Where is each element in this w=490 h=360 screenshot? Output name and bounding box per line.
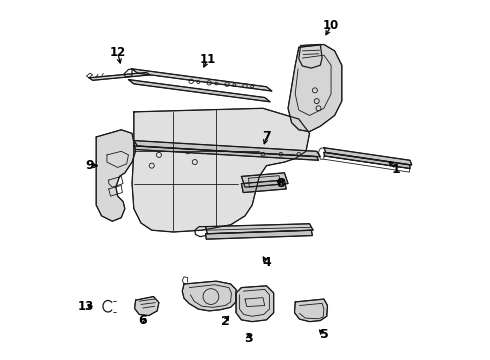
Polygon shape bbox=[236, 286, 274, 321]
Polygon shape bbox=[134, 140, 320, 157]
Text: 3: 3 bbox=[245, 332, 253, 345]
Text: 6: 6 bbox=[139, 314, 147, 327]
Text: 7: 7 bbox=[262, 130, 271, 144]
Text: 11: 11 bbox=[199, 53, 216, 66]
Polygon shape bbox=[294, 299, 327, 321]
Polygon shape bbox=[205, 224, 313, 234]
Polygon shape bbox=[132, 108, 310, 232]
Polygon shape bbox=[242, 173, 288, 187]
Text: 4: 4 bbox=[262, 256, 271, 269]
Text: 13: 13 bbox=[77, 300, 94, 313]
Polygon shape bbox=[324, 152, 410, 168]
Polygon shape bbox=[324, 148, 412, 165]
Text: 8: 8 bbox=[276, 177, 285, 190]
Text: 5: 5 bbox=[319, 328, 328, 341]
Polygon shape bbox=[89, 72, 150, 80]
Polygon shape bbox=[288, 44, 342, 132]
Polygon shape bbox=[205, 230, 313, 239]
Text: 2: 2 bbox=[221, 315, 230, 328]
Text: 10: 10 bbox=[323, 19, 339, 32]
Text: 9: 9 bbox=[86, 159, 95, 172]
Polygon shape bbox=[128, 80, 270, 102]
Polygon shape bbox=[299, 44, 322, 68]
Polygon shape bbox=[134, 146, 318, 160]
Polygon shape bbox=[182, 281, 236, 311]
Text: 12: 12 bbox=[110, 46, 126, 59]
Polygon shape bbox=[242, 180, 286, 193]
Polygon shape bbox=[135, 297, 159, 316]
Polygon shape bbox=[96, 130, 136, 221]
Polygon shape bbox=[132, 69, 272, 91]
Text: 1: 1 bbox=[391, 163, 400, 176]
